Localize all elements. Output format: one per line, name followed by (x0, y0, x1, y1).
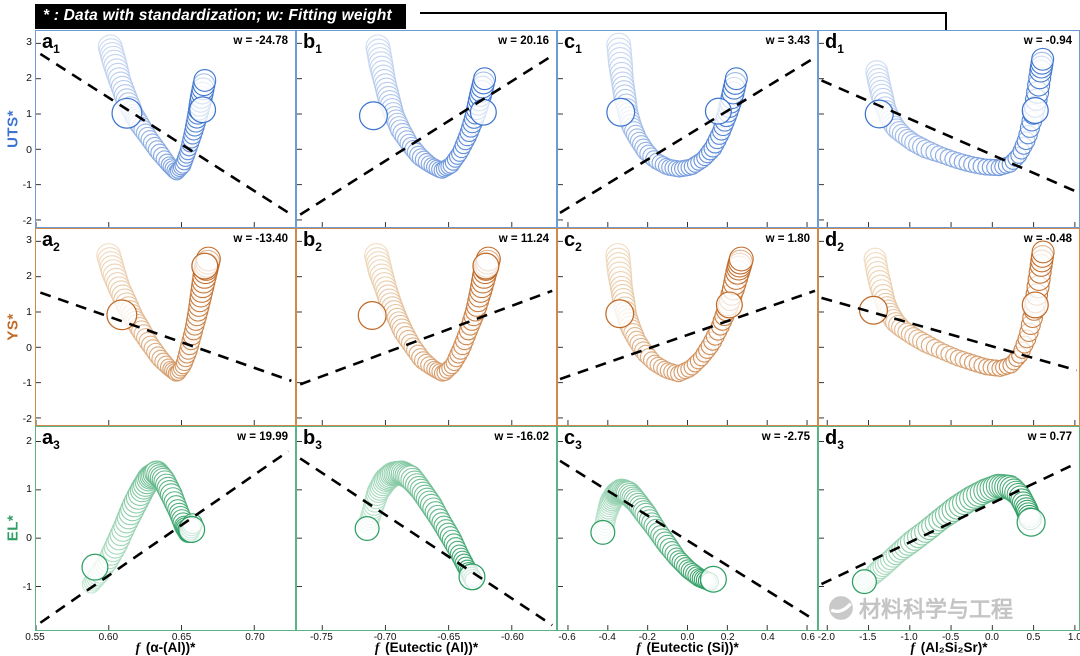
subplot-d1: d1 w = -0.94 (818, 30, 1080, 228)
subplot-a3: a3 w = 19.99 (35, 426, 296, 631)
fitting-weight-label: w = 3.43 (765, 35, 810, 47)
y-tick-label: 2 (26, 434, 32, 447)
y-tick-label: 2 (26, 72, 32, 85)
scatter-plot-c3 (558, 441, 816, 630)
fitting-weight-label: w = -24.78 (233, 35, 288, 47)
subplot-b3: b3 w = -16.02 (296, 426, 557, 631)
panel-label: a2 (42, 229, 60, 254)
panel-label: a3 (42, 427, 60, 452)
y-tick-label: -2 (22, 214, 32, 227)
y-tick-label: 0 (26, 341, 32, 354)
y-axis-title-ys: YS* (4, 313, 22, 341)
fitting-weight-label: w = 1.80 (765, 233, 810, 245)
y-axis-title-uts: UTS* (4, 110, 22, 148)
panel-label: b3 (303, 427, 322, 452)
scatter-plot-a1 (36, 34, 293, 227)
fitting-weight-label: w = 0.77 (1027, 431, 1072, 443)
y-tick-label: -1 (22, 179, 32, 192)
panel-label: a1 (42, 31, 60, 56)
fitting-weight-label: w = -0.48 (1023, 233, 1072, 245)
subplot-b2: b2 w = 11.24 (296, 228, 557, 426)
fitting-weight-label: w = -0.94 (1023, 35, 1072, 47)
watermark-text: 材料科学与工程 (859, 597, 1014, 622)
callout-line (420, 12, 947, 33)
subplot-a1: a1 w = -24.78 (35, 30, 296, 228)
fitting-weight-label: w = -2.75 (761, 431, 810, 443)
x-axis-title-eutectic-si: f (Eutectic (Si))* (636, 640, 739, 655)
x-axis-title-eutectic-al: f (Eutectic (Al))* (374, 640, 479, 655)
scatter-plot-a3 (36, 441, 290, 630)
fitting-weight-label: w = -16.02 (494, 431, 549, 443)
fitting-weight-label: w = -13.40 (233, 233, 288, 245)
fitting-weight-label: w = 11.24 (498, 233, 549, 245)
scatter-plot-a2 (36, 240, 292, 425)
y-tick-label: -1 (22, 377, 32, 390)
scatter-plot-b3 (297, 441, 553, 630)
panel-label: d1 (825, 31, 844, 56)
scatter-plot-d2 (819, 240, 1077, 425)
x-axis-title-alpha-al: f (α-(Al))* (135, 640, 196, 655)
panel-label: c1 (564, 31, 582, 56)
scatter-plot-d3 (819, 441, 1078, 630)
panel-label: b1 (303, 31, 322, 56)
subplot-d2: d2 w = -0.48 (818, 228, 1080, 426)
watermark-logo-icon (829, 596, 853, 620)
scatter-plot-b2 (297, 240, 553, 425)
y-tick-label: 3 (26, 36, 32, 49)
scatter-plot-c2 (558, 240, 816, 425)
subplot-c2: c2 w = 1.80 (557, 228, 818, 426)
subplot-d3: d3 w = 0.77 (818, 426, 1080, 631)
y-tick-label: 1 (26, 483, 32, 496)
y-tick-label: 2 (26, 270, 32, 283)
panel-label: d2 (825, 229, 844, 254)
fitting-weight-label: w = 19.99 (237, 431, 288, 443)
x-axis-title-al2si2sr: f (Al₂Si₂Sr)* (910, 640, 988, 655)
subplot-a2: a2 w = -13.40 (35, 228, 296, 426)
subplot-c1: c1 w = 3.43 (557, 30, 818, 228)
scatter-plot-b1 (297, 34, 553, 227)
subplot-c3: c3 w = -2.75 (557, 426, 818, 631)
fitting-weight-label: w = 20.16 (498, 35, 549, 47)
figure-legend-note: * : Data with standardization; w: Fittin… (35, 4, 406, 29)
panel-label: b2 (303, 229, 322, 254)
scatter-plot-c1 (558, 32, 816, 227)
subplot-b1: b1 w = 20.16 (296, 30, 557, 228)
y-tick-label: -2 (22, 412, 32, 425)
watermark: 材料科学与工程 (828, 592, 1013, 624)
panel-label: c3 (564, 427, 582, 452)
panel-label: c2 (564, 229, 582, 254)
y-tick-label: -1 (22, 581, 32, 594)
scatter-plot-d1 (819, 42, 1078, 227)
panel-label: d3 (825, 427, 844, 452)
y-tick-label: 3 (26, 234, 32, 247)
y-axis-title-el: EL* (4, 514, 22, 542)
